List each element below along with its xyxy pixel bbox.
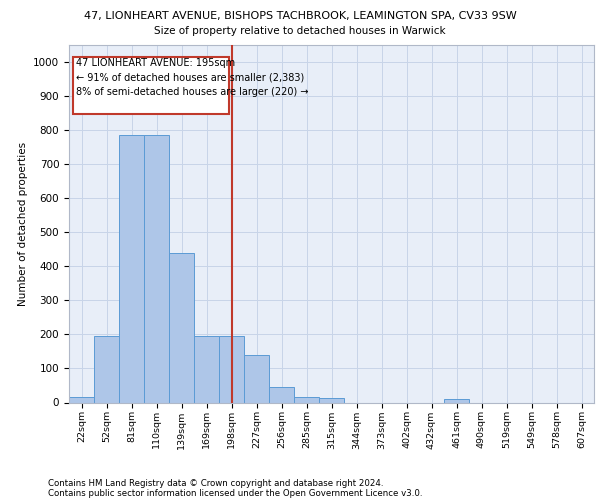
- FancyBboxPatch shape: [73, 56, 229, 114]
- Bar: [194, 336, 219, 402]
- Bar: [169, 252, 194, 402]
- Text: Contains HM Land Registry data © Crown copyright and database right 2024.: Contains HM Land Registry data © Crown c…: [48, 478, 383, 488]
- Bar: [444, 399, 469, 402]
- Y-axis label: Number of detached properties: Number of detached properties: [17, 142, 28, 306]
- Text: Size of property relative to detached houses in Warwick: Size of property relative to detached ho…: [154, 26, 446, 36]
- Text: 47, LIONHEART AVENUE, BISHOPS TACHBROOK, LEAMINGTON SPA, CV33 9SW: 47, LIONHEART AVENUE, BISHOPS TACHBROOK,…: [83, 11, 517, 21]
- Bar: [69, 398, 94, 402]
- Bar: [294, 398, 319, 402]
- Bar: [244, 355, 269, 403]
- Bar: [119, 135, 144, 402]
- Text: 47 LIONHEART AVENUE: 195sqm
← 91% of detached houses are smaller (2,383)
8% of s: 47 LIONHEART AVENUE: 195sqm ← 91% of det…: [77, 58, 309, 97]
- Text: Contains public sector information licensed under the Open Government Licence v3: Contains public sector information licen…: [48, 488, 422, 498]
- Bar: [94, 336, 119, 402]
- Bar: [219, 336, 244, 402]
- Bar: [319, 398, 344, 402]
- Bar: [269, 387, 294, 402]
- Bar: [144, 135, 169, 402]
